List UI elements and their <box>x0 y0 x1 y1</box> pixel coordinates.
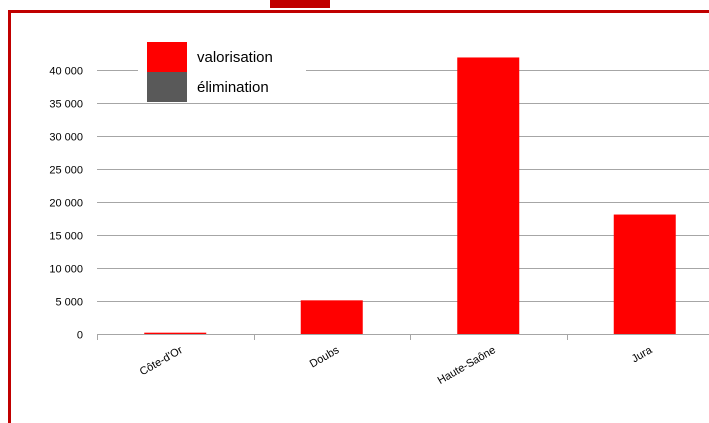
y-tick-labels: 0 5 000 10 000 15 000 20 000 25 000 30 000 35 0… <box>49 66 83 342</box>
bar-valorisation <box>300 300 363 334</box>
y-tick-label: 30 000 <box>49 132 83 144</box>
legend-label: valorisation <box>197 49 273 66</box>
y-tick-label: 0 <box>77 330 83 342</box>
bar-valorisation <box>613 214 676 334</box>
frame-top-border <box>8 10 709 13</box>
y-tick-label: 5 000 <box>55 297 83 309</box>
frame-left-border <box>8 10 11 423</box>
y-tick-label: 10 000 <box>49 264 83 276</box>
x-tick-label: Doubs <box>308 344 342 371</box>
x-tick-label: Haute-Saône <box>436 344 498 387</box>
title-remnant <box>270 0 330 8</box>
bar-valorisation <box>457 57 520 335</box>
x-axis <box>97 334 709 340</box>
bar-valorisation <box>144 332 207 334</box>
y-tick-label: 25 000 <box>49 165 83 177</box>
legend-label: élimination <box>197 79 269 96</box>
y-tick-label: 40 000 <box>49 66 83 78</box>
legend-swatch <box>147 72 187 102</box>
y-tick-label: 20 000 <box>49 198 83 210</box>
x-tick-labels: Côte-d'Or Doubs Haute-Saône Jura <box>138 344 655 387</box>
y-tick-label: 15 000 <box>49 231 83 243</box>
y-tick-label: 35 000 <box>49 99 83 111</box>
bars <box>144 57 676 335</box>
x-tick-label: Jura <box>630 344 655 366</box>
legend: valorisation élimination <box>138 35 306 103</box>
x-tick-label: Côte-d'Or <box>138 344 185 378</box>
gridlines <box>97 70 709 302</box>
legend-swatch <box>147 42 187 72</box>
